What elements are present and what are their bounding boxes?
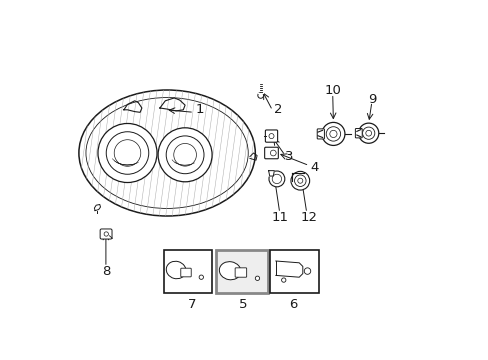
Text: 7: 7 bbox=[188, 298, 196, 311]
Text: 5: 5 bbox=[238, 298, 246, 311]
Text: 3: 3 bbox=[285, 150, 293, 163]
Circle shape bbox=[329, 130, 336, 138]
Circle shape bbox=[257, 93, 263, 98]
Circle shape bbox=[365, 130, 371, 136]
Circle shape bbox=[321, 122, 344, 145]
Text: 10: 10 bbox=[324, 84, 341, 96]
Ellipse shape bbox=[219, 262, 241, 280]
Polygon shape bbox=[94, 204, 101, 211]
Text: 1: 1 bbox=[195, 103, 203, 116]
Circle shape bbox=[255, 276, 259, 280]
Circle shape bbox=[173, 144, 196, 166]
FancyBboxPatch shape bbox=[235, 268, 246, 277]
Bar bbox=[163, 250, 212, 293]
Ellipse shape bbox=[166, 261, 185, 279]
Text: 9: 9 bbox=[367, 93, 376, 105]
Circle shape bbox=[304, 268, 310, 274]
Ellipse shape bbox=[86, 98, 248, 208]
Circle shape bbox=[270, 150, 276, 156]
FancyBboxPatch shape bbox=[355, 129, 362, 138]
Text: 12: 12 bbox=[300, 211, 317, 224]
Circle shape bbox=[166, 136, 203, 174]
Text: 2: 2 bbox=[274, 103, 283, 116]
Ellipse shape bbox=[79, 90, 255, 216]
Circle shape bbox=[294, 175, 305, 186]
FancyBboxPatch shape bbox=[264, 147, 278, 159]
Circle shape bbox=[98, 123, 157, 183]
Circle shape bbox=[104, 232, 108, 236]
Circle shape bbox=[268, 171, 284, 187]
Text: 6: 6 bbox=[288, 298, 297, 311]
Circle shape bbox=[106, 132, 148, 174]
Circle shape bbox=[358, 123, 378, 143]
Text: 11: 11 bbox=[271, 211, 288, 224]
Circle shape bbox=[297, 178, 302, 183]
FancyBboxPatch shape bbox=[317, 129, 324, 139]
Circle shape bbox=[362, 127, 374, 139]
Text: 8: 8 bbox=[102, 265, 110, 278]
Polygon shape bbox=[268, 171, 274, 176]
Circle shape bbox=[268, 134, 273, 139]
Circle shape bbox=[114, 140, 141, 166]
Circle shape bbox=[199, 275, 203, 279]
Circle shape bbox=[281, 278, 285, 282]
FancyBboxPatch shape bbox=[181, 268, 191, 277]
Bar bbox=[215, 250, 267, 293]
Circle shape bbox=[290, 171, 309, 190]
FancyBboxPatch shape bbox=[100, 229, 112, 239]
Circle shape bbox=[158, 128, 212, 182]
FancyBboxPatch shape bbox=[265, 130, 277, 142]
Bar bbox=[270, 250, 318, 293]
Text: 4: 4 bbox=[310, 161, 318, 174]
Circle shape bbox=[325, 127, 340, 141]
